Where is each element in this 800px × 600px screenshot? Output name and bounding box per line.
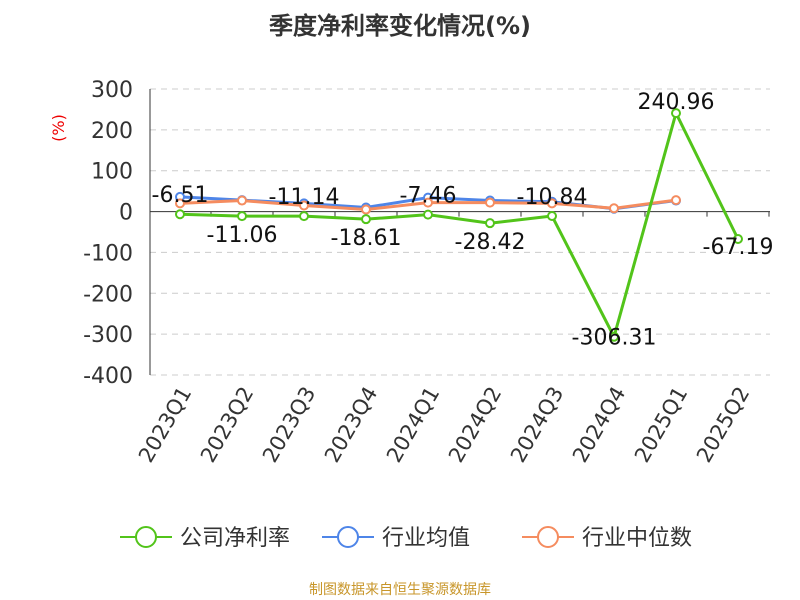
legend-label: 公司净利率 bbox=[180, 526, 290, 551]
y-tick-label: 300 bbox=[91, 78, 133, 103]
data-label: 240.96 bbox=[638, 90, 715, 115]
legend-marker bbox=[537, 526, 559, 548]
data-point bbox=[361, 204, 371, 215]
data-point bbox=[361, 214, 371, 225]
x-tick-label: 2024Q3 bbox=[506, 383, 568, 467]
y-tick-label: 100 bbox=[91, 160, 133, 185]
x-tick-label: 2023Q1 bbox=[134, 383, 196, 467]
data-point bbox=[237, 195, 247, 206]
y-tick-label: -400 bbox=[83, 364, 133, 389]
data-label: -306.31 bbox=[572, 326, 657, 351]
data-label: -10.84 bbox=[517, 185, 588, 210]
data-point bbox=[485, 218, 495, 229]
data-point bbox=[671, 195, 681, 206]
data-point bbox=[175, 209, 185, 220]
legend-label: 行业均值 bbox=[382, 526, 470, 551]
data-point bbox=[733, 234, 743, 245]
data-point bbox=[547, 211, 557, 222]
y-tick-label: 200 bbox=[91, 119, 133, 144]
y-tick-label: 0 bbox=[119, 201, 133, 226]
data-point bbox=[609, 331, 619, 342]
data-label: -67.19 bbox=[703, 235, 774, 260]
legend-marker bbox=[337, 526, 359, 548]
x-tick-label: 2023Q2 bbox=[196, 383, 258, 467]
data-point bbox=[485, 197, 495, 208]
x-tick-label: 2025Q1 bbox=[630, 383, 692, 467]
y-axis-label: (%) bbox=[49, 114, 68, 142]
data-label: -28.42 bbox=[455, 230, 526, 255]
x-tick-label: 2024Q1 bbox=[382, 383, 444, 467]
data-label: -7.46 bbox=[400, 184, 457, 209]
y-tick-label: -200 bbox=[83, 282, 133, 307]
data-label: -11.14 bbox=[269, 185, 340, 210]
data-point bbox=[237, 211, 247, 222]
data-label: -18.61 bbox=[331, 226, 402, 251]
data-point bbox=[175, 198, 185, 209]
x-tick-label: 2024Q2 bbox=[444, 383, 506, 467]
legend-label: 行业中位数 bbox=[582, 526, 692, 551]
x-tick-label: 2023Q3 bbox=[258, 383, 320, 467]
series-line bbox=[179, 108, 740, 341]
x-tick-label: 2024Q4 bbox=[568, 383, 630, 467]
chart-title: 季度净利率变化情况(%) bbox=[269, 12, 531, 40]
data-label: -6.51 bbox=[152, 183, 209, 208]
source-note: 制图数据来自恒生聚源数据库 bbox=[309, 582, 491, 598]
y-tick-label: -300 bbox=[83, 323, 133, 348]
data-point bbox=[299, 211, 309, 222]
data-point bbox=[547, 198, 557, 209]
data-point bbox=[609, 203, 619, 214]
data-point bbox=[423, 197, 433, 208]
data-label: -11.06 bbox=[207, 223, 278, 248]
data-point bbox=[671, 108, 681, 119]
y-tick-label: -100 bbox=[83, 241, 133, 266]
data-point bbox=[299, 200, 309, 211]
x-tick-label: 2025Q2 bbox=[692, 383, 754, 467]
legend-marker bbox=[135, 526, 157, 548]
x-tick-label: 2023Q4 bbox=[320, 383, 382, 467]
data-point bbox=[423, 209, 433, 220]
